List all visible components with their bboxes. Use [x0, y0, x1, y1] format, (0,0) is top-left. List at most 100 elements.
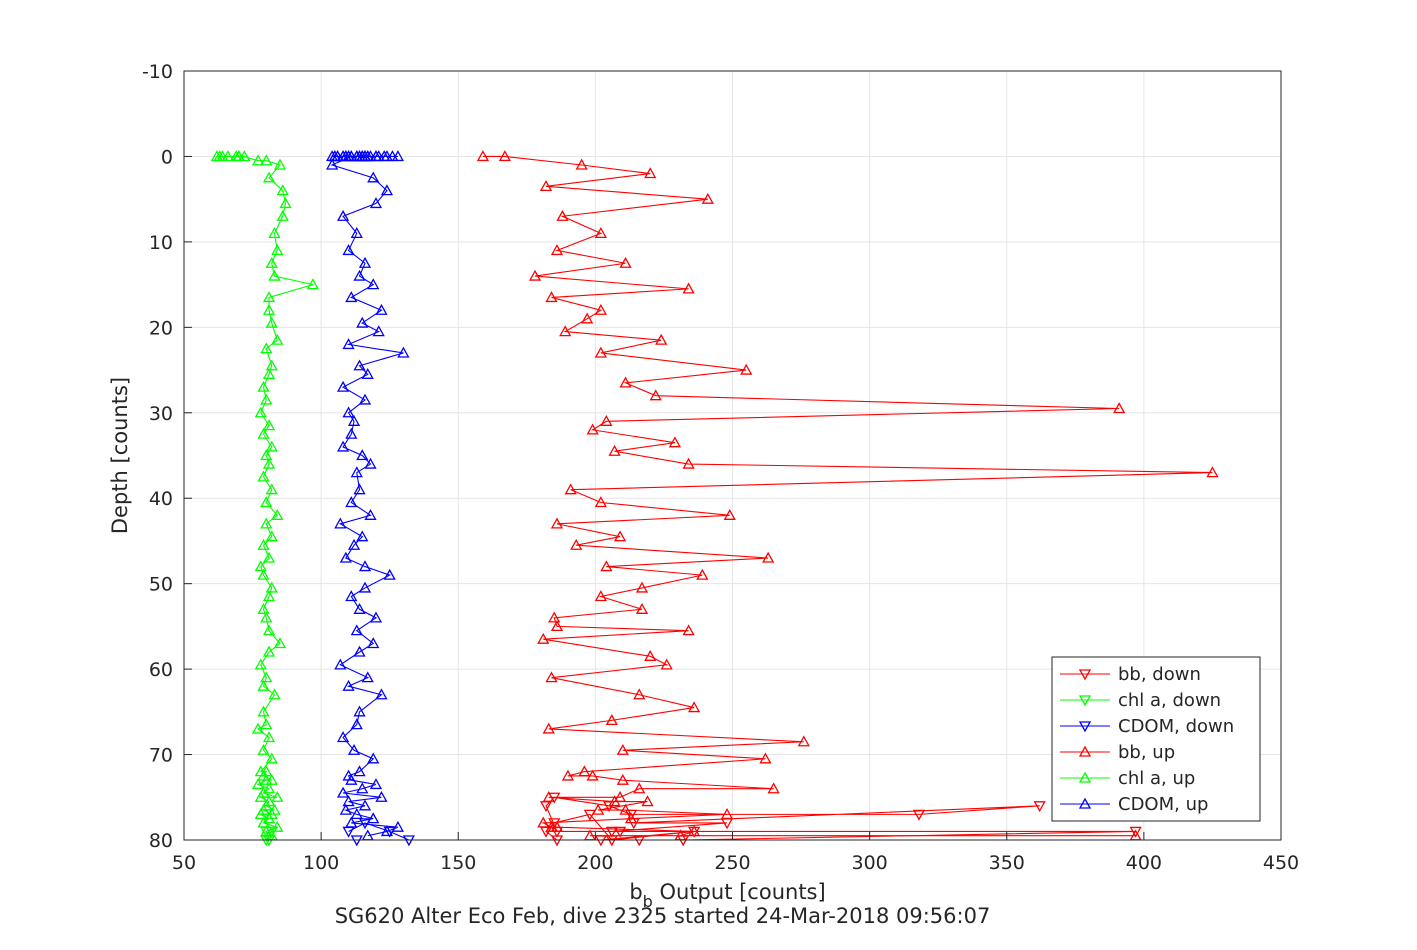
series-line-chl-a-up [216, 155, 314, 837]
data-point-bb-up [578, 765, 591, 777]
data-point-cdom-up [367, 278, 380, 290]
data-point-bb-down [602, 801, 616, 813]
data-point-chl-a-up [251, 154, 265, 166]
legend: bb, down chl a, down CDOM, down bb, up chl a… [1051, 656, 1261, 822]
data-point-bb-up [570, 538, 583, 550]
data-point-chl-a-up [271, 333, 284, 345]
data-point-bb-down [583, 809, 596, 821]
data-point-cdom-up [356, 316, 369, 328]
y-tick-label: 80 [149, 830, 173, 852]
y-tick-label: -10 [142, 61, 173, 83]
data-point-chl-a-up [265, 316, 278, 328]
data-point-cdom-up [334, 517, 347, 529]
data-point-bb-down [912, 809, 926, 821]
data-point-chl-a-up [257, 568, 270, 580]
data-point-cdom-up [353, 269, 366, 281]
data-point-bb-up [545, 671, 558, 683]
data-point-cdom-up [358, 581, 372, 593]
legend-swatch-marker [1078, 721, 1092, 733]
data-point-chl-a-up [265, 483, 278, 495]
y-tick-label: 50 [149, 574, 173, 596]
axis-ticks: 50 100 150 200 250 300 350 400 450 -10 0 10 20 30 40 50… [142, 61, 1299, 874]
data-point-cdom-up [356, 449, 369, 461]
data-point-cdom-up [367, 171, 380, 183]
data-point-cdom-up [361, 367, 374, 379]
data-point-bb-up [682, 282, 695, 294]
data-point-bb-up [767, 782, 780, 794]
data-point-cdom-up [342, 679, 355, 691]
legend-label: bb, down [1118, 664, 1201, 685]
data-point-bb-up [635, 602, 649, 614]
y-tick-label: 0 [161, 146, 173, 168]
data-point-chl-a-up [260, 517, 273, 529]
legend-label: CDOM, up [1118, 794, 1208, 815]
data-point-bb-up [619, 256, 632, 268]
data-point-cdom-up [358, 256, 372, 268]
data-point-bb-up [594, 346, 607, 358]
data-point-chl-a-up [271, 790, 284, 802]
data-point-cdom-up [350, 466, 363, 478]
data-point-chl-a-up [265, 440, 278, 452]
data-point-bb-up [586, 423, 599, 435]
data-point-cdom-up [367, 752, 380, 764]
y-axis-label: Depth [counts] [108, 377, 132, 534]
data-point-bb-up [624, 812, 638, 824]
data-point-cdom-up [345, 496, 358, 508]
data-point-chl-a-up [262, 291, 276, 303]
x-tick-label: 350 [989, 852, 1025, 874]
data-point-cdom-up [347, 538, 361, 550]
data-point-bb-up [644, 167, 657, 179]
data-point-cdom-up [345, 590, 358, 602]
y-tick-label: 70 [149, 745, 173, 767]
data-point-bb-up [649, 389, 662, 401]
data-point-cdom-up [361, 150, 374, 162]
data-point-chl-a-up [257, 705, 270, 717]
data-point-chl-a-up [306, 278, 320, 290]
legend-box [1051, 656, 1261, 822]
legend-label: chl a, down [1118, 690, 1221, 711]
data-point-bb-up [539, 180, 553, 192]
data-point-cdom-up [372, 325, 385, 337]
data-point-bb-up [1206, 466, 1219, 478]
data-point-chl-a-up [271, 244, 284, 256]
x-tick-label: 250 [714, 852, 750, 874]
data-point-chl-a-up [254, 560, 267, 572]
data-point-cdom-up [353, 602, 366, 614]
x-tick-label: 400 [1126, 852, 1162, 874]
data-point-cdom-up [336, 209, 350, 221]
x-tick-label: 100 [303, 852, 339, 874]
data-point-chl-a-up [260, 496, 273, 508]
data-point-bb-up [548, 611, 561, 623]
data-point-chl-a-up [271, 820, 284, 832]
data-point-chl-a-up [257, 380, 270, 392]
legend-item-bb-up: bb, up [1060, 742, 1175, 763]
data-point-bb-up [545, 820, 558, 832]
data-point-bb-up [720, 808, 734, 820]
data-point-chl-a-up [265, 752, 278, 764]
data-point-cdom-up [364, 508, 377, 520]
legend-swatch-marker [1078, 797, 1092, 809]
data-point-bb-up [605, 714, 618, 726]
data-point-cdom-up [342, 795, 355, 807]
data-point-chl-a-up [257, 679, 270, 691]
data-point-chl-a-up [265, 581, 278, 593]
data-point-bb-up [537, 816, 550, 828]
data-point-cdom-up [378, 150, 391, 162]
data-point-chl-a-up [262, 419, 276, 431]
data-point-bb-up [561, 769, 575, 781]
x-tick-label: 200 [577, 852, 613, 874]
data-point-cdom-up [369, 197, 383, 209]
data-point-bb-up [556, 209, 569, 221]
data-point-cdom-up [336, 380, 350, 392]
x-axis-label-main: b [629, 880, 642, 904]
data-point-bb-up [619, 376, 632, 388]
data-point-chl-a-up [260, 671, 273, 683]
data-point-chl-a-up [257, 602, 270, 614]
data-point-cdom-up [358, 799, 372, 811]
data-point-bb-up [608, 444, 621, 456]
data-point-bb-up [542, 722, 555, 734]
data-point-cdom-up [375, 303, 388, 315]
legend-item-bb-down: bb, down [1060, 664, 1201, 685]
